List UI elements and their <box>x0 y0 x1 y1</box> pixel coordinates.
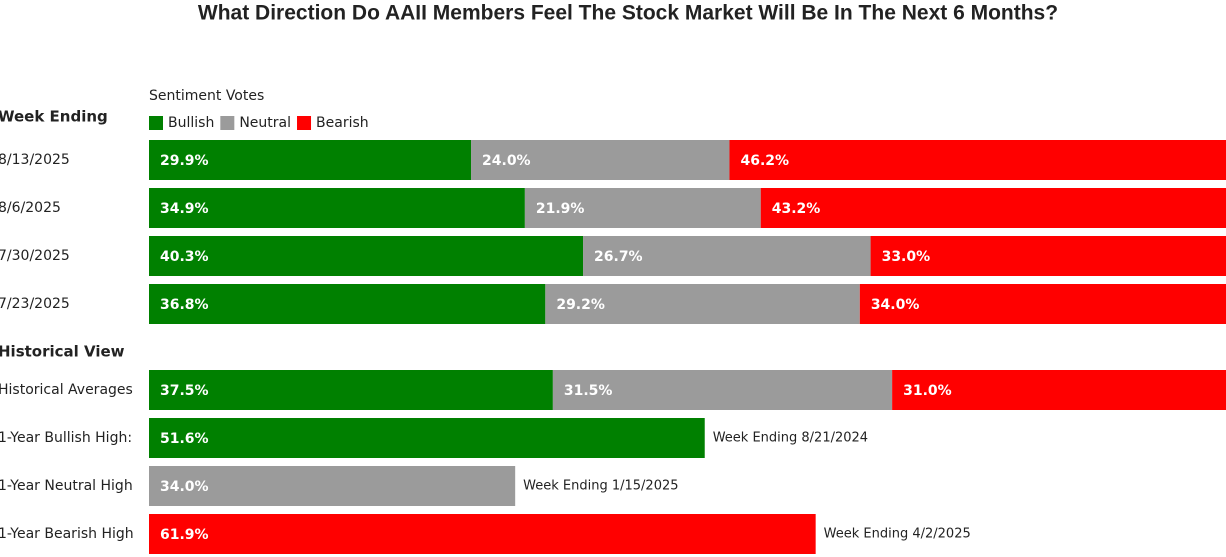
value-label: 33.0% <box>882 249 931 265</box>
annotation: Week Ending 8/21/2024 <box>713 431 868 446</box>
bar-segment <box>552 370 893 410</box>
bar-segment <box>545 284 860 324</box>
bar-segment <box>149 418 705 458</box>
bar-segment <box>729 140 1226 180</box>
row-label: 8/13/2025 <box>0 152 70 168</box>
value-label: 31.5% <box>564 383 613 399</box>
bar-segment <box>149 514 816 554</box>
legend-label: Bearish <box>316 115 369 131</box>
group-label: Historical View <box>0 343 125 361</box>
bar-segment <box>149 284 546 324</box>
value-label: 61.9% <box>160 527 209 543</box>
legend-label: Bullish <box>168 115 214 131</box>
legend-label: Neutral <box>239 115 291 131</box>
row-label: Historical Averages <box>0 382 133 398</box>
value-label: 34.0% <box>871 297 920 313</box>
value-label: 36.8% <box>160 297 209 313</box>
value-label: 40.3% <box>160 249 209 265</box>
value-label: 24.0% <box>482 153 531 169</box>
bar-segment <box>760 188 1226 228</box>
value-label: 34.9% <box>160 201 209 217</box>
value-label: 29.2% <box>556 297 605 313</box>
value-label: 43.2% <box>772 201 821 217</box>
value-label: 46.2% <box>741 153 790 169</box>
bar-segment <box>149 236 584 276</box>
value-label: 51.6% <box>160 431 209 447</box>
group-label: Week Ending <box>0 108 108 126</box>
value-label: 31.0% <box>903 383 952 399</box>
value-label: 34.0% <box>160 479 209 495</box>
value-label: 21.9% <box>536 201 585 217</box>
row-label: 7/23/2025 <box>0 296 70 312</box>
bar-segment <box>870 236 1226 276</box>
value-label: 26.7% <box>594 249 643 265</box>
value-label: 37.5% <box>160 383 209 399</box>
row-label: 1-Year Bullish High: <box>0 430 132 446</box>
bar-segment <box>471 140 730 180</box>
row-label: 7/30/2025 <box>0 248 70 264</box>
bar-segment <box>149 188 525 228</box>
bar-segment <box>892 370 1226 410</box>
legend-swatch <box>297 116 312 130</box>
legend-title: Sentiment Votes <box>149 88 264 104</box>
legend-swatch <box>149 116 163 130</box>
bar-segment <box>524 188 761 228</box>
bar-segment <box>149 370 553 410</box>
bar-segment <box>583 236 871 276</box>
row-label: 1-Year Bearish High <box>0 526 134 542</box>
chart-title: What Direction Do AAII Members Feel The … <box>198 2 1058 25</box>
legend-swatch <box>220 116 235 130</box>
annotation: Week Ending 1/15/2025 <box>523 479 678 494</box>
bar-segment <box>859 284 1226 324</box>
row-label: 8/6/2025 <box>0 200 61 216</box>
value-label: 29.9% <box>160 153 209 169</box>
row-label: 1-Year Neutral High <box>0 478 133 494</box>
bar-segment <box>149 140 472 180</box>
bar-segment <box>149 466 516 506</box>
annotation: Week Ending 4/2/2025 <box>824 527 971 542</box>
